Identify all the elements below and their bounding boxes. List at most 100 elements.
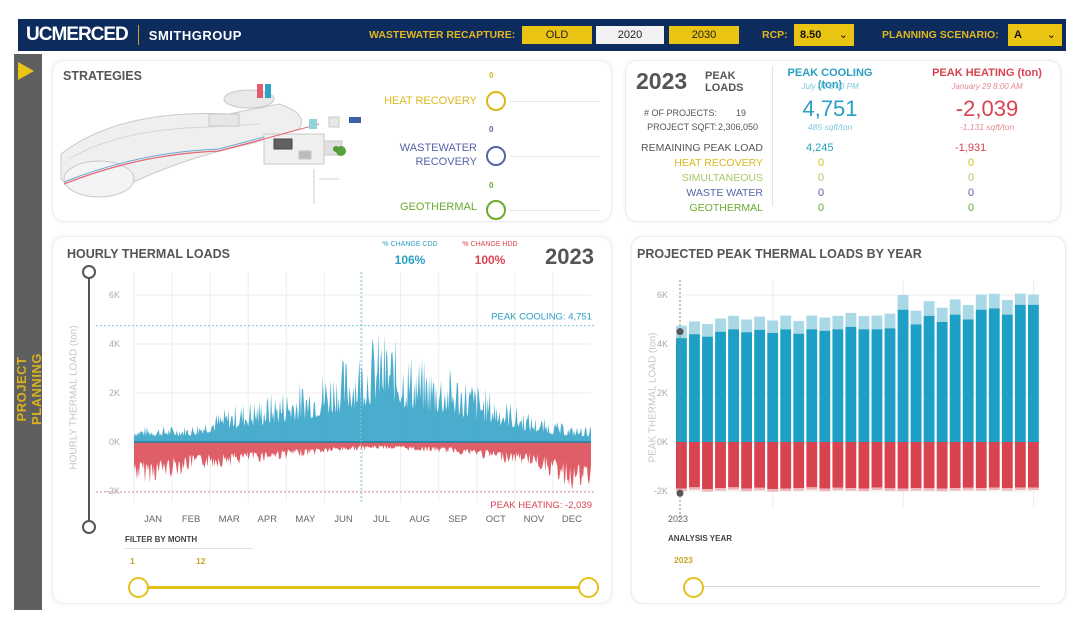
wastewater-option-old[interactable]: OLD	[522, 26, 592, 44]
projected-cooling-reduction-bar	[923, 301, 935, 316]
projected-heating-bar	[676, 442, 687, 489]
peak-heating-sqft: -1,131 sqft/ton	[959, 122, 1015, 132]
hourly-heating-series	[134, 442, 591, 491]
projected-cooling-reduction-bar	[858, 316, 870, 330]
projected-heating-bar	[767, 442, 779, 490]
peak-row-label: SIMULTANEOUS	[681, 172, 763, 184]
hdd-label: % CHANGE HDD	[462, 241, 518, 248]
year-slider-track[interactable]	[690, 586, 1040, 587]
projected-heating-bar	[1014, 442, 1026, 488]
month-slider-track[interactable]	[138, 586, 590, 589]
wastewater-option-2030[interactable]: 2030	[669, 26, 739, 44]
projected-cooling-bar	[988, 308, 1000, 442]
geothermal-ring	[486, 200, 506, 220]
play-icon[interactable]	[18, 62, 34, 80]
projected-cooling-reduction-bar	[793, 320, 805, 334]
projects-label: # OF PROJECTS:	[643, 108, 717, 118]
projected-cooling-reduction-bar	[832, 315, 844, 330]
peak-row-heating-value: -1,931	[955, 142, 987, 154]
peak-cooling-value: 4,751	[802, 96, 858, 121]
peak-heating-value: -2,039	[955, 96, 1019, 121]
hourly-ytick-label: 2K	[109, 388, 120, 398]
chevron-down-icon: ⌄	[838, 29, 848, 41]
projected-cooling-bar	[819, 330, 831, 442]
wastewater-recapture-label: WASTEWATER RECAPTURE:	[369, 29, 516, 41]
hourly-month-label: OCT	[486, 514, 506, 525]
peak-heating-reference-label: PEAK HEATING: -2,039	[490, 500, 592, 511]
peak-row-cooling-value: 0	[818, 172, 825, 184]
peak-row-heating-value: 0	[968, 202, 975, 214]
heat-recovery-ring	[486, 91, 506, 111]
projected-heating-bar	[1001, 442, 1013, 489]
projected-cooling-reduction-bar	[780, 315, 792, 330]
peak-row-label: WASTE WATER	[686, 187, 763, 199]
projected-chart: -2K0K2K4K6K2030204020502023	[654, 280, 1040, 524]
projected-cooling-bar	[689, 334, 700, 442]
wastewater-option-2020[interactable]: 2020	[596, 26, 664, 44]
projected-cooling-bar	[910, 324, 922, 442]
projected-cooling-reduction-bar	[936, 307, 948, 322]
projected-cooling-bar	[728, 329, 739, 442]
projected-heating-bar	[897, 442, 909, 489]
projected-heating-bar	[962, 442, 974, 488]
analysis-year-label: ANALYSIS YEAR	[668, 534, 733, 543]
projected-heating-reduction-bar	[741, 488, 753, 492]
peak-loads-card	[625, 60, 1061, 222]
projected-cooling-bar	[676, 338, 687, 442]
ucmerced-logo: UCMERCED	[26, 24, 129, 45]
vertical-slider-top-handle[interactable]	[82, 265, 96, 279]
hourly-ytick-label: -2K	[106, 486, 120, 496]
projected-cooling-bar	[962, 319, 974, 442]
projected-cooling-reduction-bar	[819, 317, 831, 331]
vertical-slider-bottom-handle[interactable]	[82, 520, 96, 534]
projected-cooling-bar	[936, 321, 948, 442]
projected-cooling-reduction-bar	[767, 320, 779, 333]
analysis-year-marker-label: 2023	[668, 514, 688, 524]
projected-cooling-bar	[715, 331, 726, 442]
projected-cooling-bar	[975, 309, 987, 442]
peak-loads-line1: PEAK	[705, 70, 736, 82]
projected-cooling-bar	[949, 314, 961, 442]
vertical-slider-track[interactable]	[88, 272, 90, 528]
month-slider-end-handle[interactable]	[578, 577, 599, 598]
peak-cooling-date: July 01 2:00 PM	[801, 82, 859, 91]
chevron-down-icon: ⌄	[1046, 29, 1056, 41]
month-slider-start-handle[interactable]	[128, 577, 149, 598]
projected-heating-bar	[871, 442, 883, 488]
projected-heating-reduction-bar	[845, 488, 857, 491]
hourly-month-label: APR	[258, 514, 278, 525]
projected-cooling-reduction-bar	[754, 316, 766, 330]
geothermal-label: GEOTHERMAL	[399, 201, 477, 213]
projected-heating-reduction-bar	[793, 488, 805, 491]
projected-heating-reduction-bar	[832, 487, 844, 491]
projected-heating-bar	[949, 442, 961, 489]
projected-heating-bar	[884, 442, 896, 489]
projected-cooling-bar	[845, 326, 857, 442]
projected-heating-bar	[819, 442, 831, 489]
projected-heating-reduction-bar	[962, 487, 974, 491]
rcp-select[interactable]: 8.50 ⌄	[794, 24, 854, 46]
projected-heating-bar	[988, 442, 1000, 488]
hdd-value: 100%	[474, 253, 506, 267]
projected-cooling-bar	[923, 315, 935, 442]
projected-cooling-reduction-bar	[988, 293, 1000, 309]
planning-scenario-select[interactable]: A ⌄	[1008, 24, 1062, 46]
strategies-title: STRATEGIES	[63, 69, 142, 83]
projected-cooling-reduction-bar	[897, 295, 909, 310]
projected-cooling-bar	[884, 328, 896, 442]
projected-cooling-bar	[1001, 314, 1013, 442]
hourly-ytick-label: 4K	[109, 339, 120, 349]
year-slider-handle[interactable]	[683, 577, 704, 598]
peak-cooling-sqft: 485 sqft/ton	[807, 122, 853, 132]
projected-cooling-bar	[741, 332, 753, 442]
projected-cooling-reduction-bar	[1014, 293, 1026, 305]
planning-scenario-value: A	[1014, 29, 1022, 41]
project-planning-label: PROJECT PLANNING	[14, 353, 44, 425]
projected-heating-bar	[715, 442, 726, 489]
hourly-year: 2023	[545, 244, 594, 269]
peak-loads-line2: LOADS	[705, 82, 744, 94]
projected-heating-bar	[845, 442, 857, 489]
projected-cooling-reduction-bar	[871, 315, 883, 330]
projected-heating-reduction-bar	[754, 487, 766, 491]
wastewater-recovery-ring	[486, 146, 506, 166]
